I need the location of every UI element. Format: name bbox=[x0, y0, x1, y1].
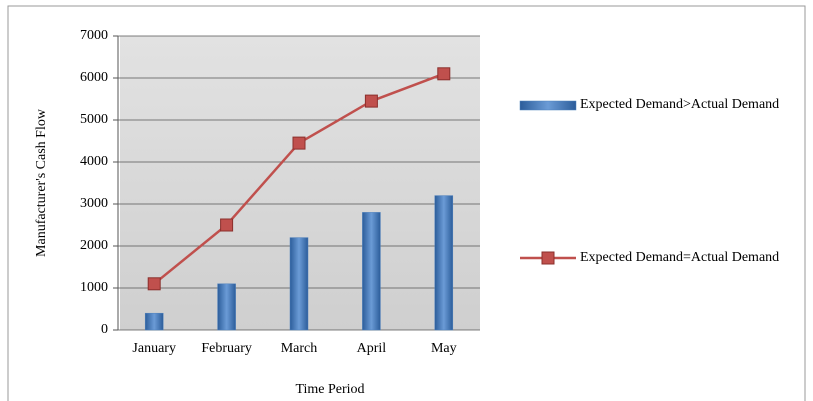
legend-label: Expected Demand>Actual Demand bbox=[580, 97, 780, 112]
legend-icon bbox=[519, 100, 577, 111]
marker bbox=[364, 94, 378, 108]
legend-icon bbox=[541, 251, 555, 265]
x-tick-label: March bbox=[281, 341, 318, 356]
y-tick-label: 2000 bbox=[80, 238, 108, 253]
x-axis-title: Time Period bbox=[295, 382, 364, 397]
marker bbox=[437, 67, 451, 81]
marker bbox=[292, 136, 306, 150]
frame bbox=[7, 5, 806, 401]
x-tick-label: May bbox=[431, 341, 457, 356]
bar bbox=[362, 212, 381, 331]
y-tick-label: 1000 bbox=[80, 280, 108, 295]
y-tick-label: 7000 bbox=[80, 28, 108, 43]
y-tick-label: 0 bbox=[101, 322, 108, 337]
marker bbox=[220, 218, 234, 232]
bar bbox=[217, 283, 236, 331]
x-tick-label: April bbox=[357, 341, 387, 356]
x-tick-label: January bbox=[132, 341, 176, 356]
y-tick-label: 4000 bbox=[80, 154, 108, 169]
x-tick-label: February bbox=[201, 341, 252, 356]
bar bbox=[144, 312, 164, 331]
legend-label: Expected Demand=Actual Demand bbox=[580, 250, 780, 265]
y-axis-title: Manufacturer's Cash Flow bbox=[34, 108, 49, 257]
y-tick-label: 5000 bbox=[80, 112, 108, 127]
bar bbox=[289, 237, 309, 331]
y-tick-label: 6000 bbox=[80, 70, 108, 85]
bar bbox=[434, 195, 454, 331]
y-tick-label: 3000 bbox=[80, 196, 108, 211]
marker bbox=[147, 277, 161, 291]
